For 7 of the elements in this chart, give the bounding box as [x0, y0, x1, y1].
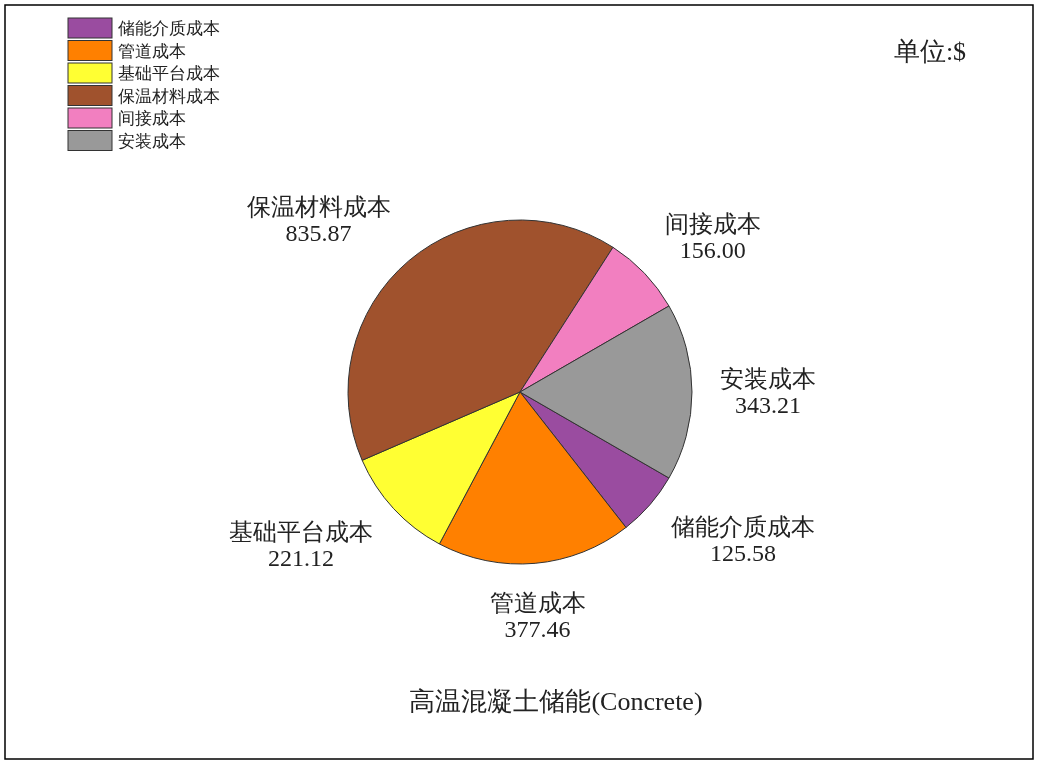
- legend-label: 基础平台成本: [118, 64, 220, 83]
- legend-label: 安装成本: [118, 131, 186, 151]
- legend-label: 间接成本: [118, 109, 186, 128]
- legend-label: 储能介质成本: [118, 19, 220, 38]
- title: 高温混凝土储能(Concrete): [409, 687, 703, 716]
- legend-label: 管道成本: [118, 41, 186, 61]
- legend-label: 保温材料成本: [118, 86, 220, 106]
